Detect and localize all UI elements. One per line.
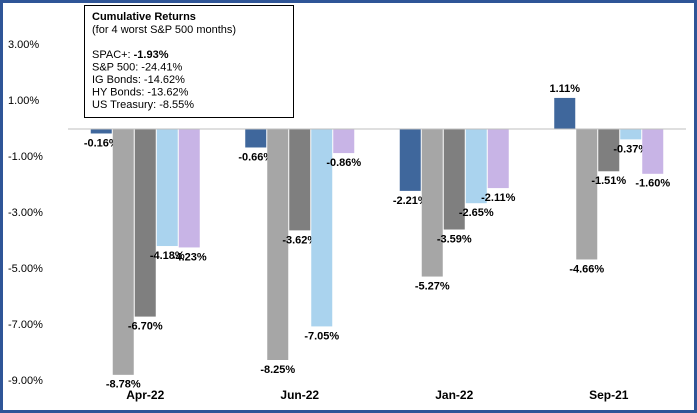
bar <box>421 129 443 277</box>
annotation-title: Cumulative Returns <box>92 11 196 23</box>
bar <box>289 129 311 231</box>
data-label: -2.11% <box>481 192 515 204</box>
data-label: -4.23% <box>172 251 207 263</box>
data-label: -0.86% <box>326 157 361 169</box>
x-tick-label: Apr-22 <box>126 388 164 402</box>
annotation-lines: SPAC+: -1.93%S&P 500: -24.41%IG Bonds: -14.… <box>92 49 194 111</box>
data-label: -1.51% <box>591 175 626 187</box>
data-label: -2.21% <box>393 195 428 207</box>
data-label: -3.62% <box>282 234 317 246</box>
data-label: -5.27% <box>415 280 450 292</box>
data-label: -6.70% <box>128 321 163 333</box>
y-tick-label: -3.00% <box>8 207 43 219</box>
y-tick-label: -9.00% <box>8 375 43 387</box>
bar <box>554 97 576 129</box>
y-tick-label: -7.00% <box>8 319 43 331</box>
bar <box>443 129 465 230</box>
bar <box>487 129 509 189</box>
bar <box>399 129 421 191</box>
y-tick-label: -5.00% <box>8 263 43 275</box>
x-tick-label: Jan-22 <box>435 388 473 402</box>
bar <box>598 129 620 172</box>
bar <box>90 129 112 134</box>
data-label: -4.18% <box>150 250 185 262</box>
bar <box>465 129 487 204</box>
annotation-box <box>84 5 294 118</box>
annotation-line: IG Bonds: -14.62% <box>92 74 185 86</box>
annotation-value: -1.93% <box>134 49 169 61</box>
annotation-subtitle: (for 4 worst S&P 500 months) <box>92 24 236 36</box>
data-label: -2.65% <box>459 207 494 219</box>
annotation-line: SPAC+: -1.93% <box>92 49 169 61</box>
data-label: -8.78% <box>106 379 141 391</box>
bar <box>333 129 355 154</box>
data-label: 1.11% <box>549 83 580 95</box>
bar <box>178 129 200 248</box>
annotation-line: US Treasury: -8.55% <box>92 99 194 111</box>
annotation-label: HY Bonds: <box>92 86 144 98</box>
annotation-label: SPAC+: <box>92 49 131 61</box>
data-label: -8.25% <box>260 364 295 376</box>
bar <box>112 129 134 375</box>
data-label: -1.60% <box>635 178 670 190</box>
y-tick-label: -1.00% <box>8 151 43 163</box>
annotation-value: -14.62% <box>144 74 185 86</box>
data-label: -3.59% <box>437 233 472 245</box>
data-label: -0.66% <box>238 151 273 163</box>
annotation-label: S&P 500: <box>92 61 138 73</box>
annotation-line: HY Bonds: -13.62% <box>92 86 189 98</box>
annotation-value: -24.41% <box>141 61 182 73</box>
annotation-line: S&P 500: -24.41% <box>92 61 182 73</box>
bar <box>642 129 664 174</box>
bar <box>245 129 267 148</box>
bar <box>267 129 289 360</box>
bar <box>311 129 333 327</box>
data-label: -0.16% <box>84 137 119 149</box>
annotation-label: IG Bonds: <box>92 74 141 86</box>
data-label: -0.37% <box>613 143 648 155</box>
bar <box>576 129 598 260</box>
data-label: -7.05% <box>304 330 339 342</box>
bar <box>620 129 642 140</box>
bar <box>134 129 156 317</box>
x-tick-label: Jun-22 <box>280 388 319 402</box>
y-tick-label: 3.00% <box>8 39 39 51</box>
annotation-value: -8.55% <box>159 99 194 111</box>
y-tick-label: 1.00% <box>8 95 39 107</box>
annotation-value: -13.62% <box>147 86 188 98</box>
x-tick-label: Sep-21 <box>589 388 629 402</box>
bar <box>156 129 178 247</box>
data-label: -4.66% <box>569 263 604 275</box>
annotation-label: US Treasury: <box>92 99 156 111</box>
